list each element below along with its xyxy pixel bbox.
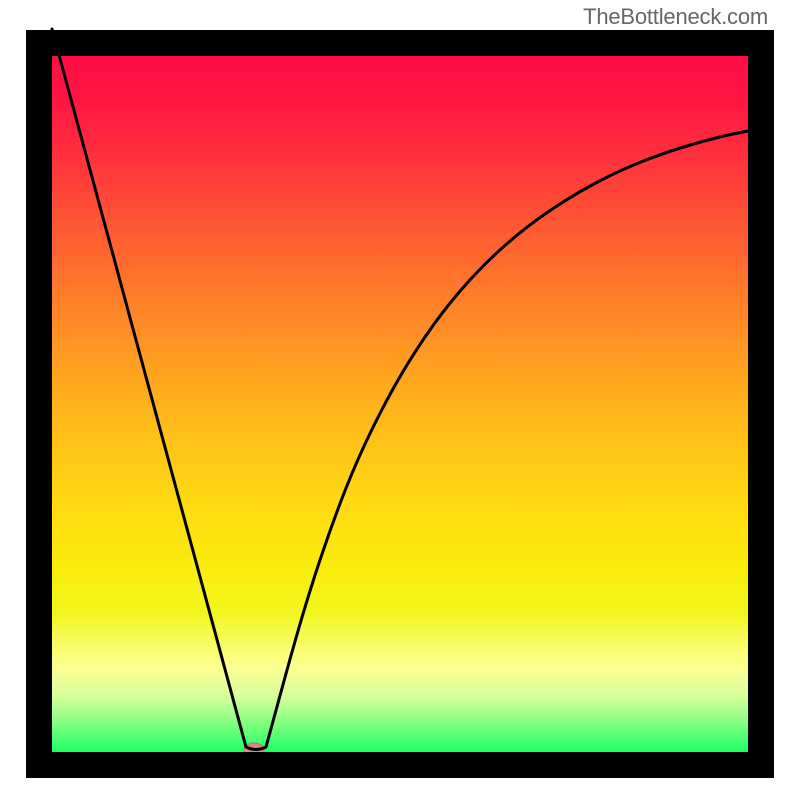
chart-container: TheBottleneck.com [0, 0, 800, 800]
attribution-text: TheBottleneck.com [583, 4, 768, 30]
bottleneck-chart [0, 0, 800, 800]
